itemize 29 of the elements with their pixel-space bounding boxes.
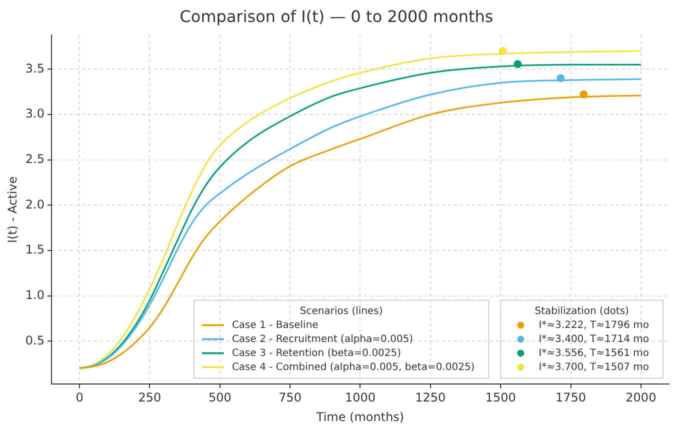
x-tick-label: 750 [278, 390, 302, 405]
legend-label: I*≈3.556, T≈1561 mo [538, 348, 650, 359]
y-tick-label: 3.5 [25, 61, 44, 76]
x-tick-label: 1500 [485, 390, 516, 405]
x-tick-label: 1750 [555, 390, 586, 405]
legend-label: Case 1 - Baseline [232, 320, 318, 331]
y-tick-label: 2.0 [25, 197, 44, 212]
legend-label: I*≈3.400, T≈1714 mo [538, 334, 650, 345]
y-axis-title: I(t) - Active [5, 176, 20, 244]
x-axis-title: Time (months) [315, 410, 404, 424]
y-tick-label: 0.5 [25, 333, 44, 348]
legend-label: I*≈3.700, T≈1507 mo [538, 362, 650, 373]
x-tick-label: 1250 [415, 390, 446, 405]
y-tick-label: 1.0 [25, 288, 44, 302]
x-tick-label: 250 [138, 390, 162, 405]
legend-label: I*≈3.222, T≈1796 mo [538, 320, 650, 331]
legend-label: Case 2 - Recruitment (alpha=0.005) [232, 334, 414, 345]
x-tick-label: 500 [208, 390, 232, 405]
x-tick-label: 0 [76, 390, 84, 405]
legend-label: Case 4 - Combined (alpha=0.005, beta=0.0025) [232, 362, 475, 373]
text: Scenarios (lines) [300, 306, 383, 317]
y-tick-label: 2.5 [25, 152, 44, 166]
legend-label: Case 3 - Retention (beta=0.0025) [232, 348, 402, 359]
x-tick-label: 1000 [344, 390, 376, 405]
x-tick-label: 2000 [626, 390, 656, 405]
chart-title: Comparison of I(t) — 0 to 2000 months [180, 6, 494, 26]
text: Stabilization (dots) [534, 306, 629, 317]
y-tick-label: 3.0 [25, 106, 44, 121]
y-tick-label: 1.5 [25, 242, 44, 257]
